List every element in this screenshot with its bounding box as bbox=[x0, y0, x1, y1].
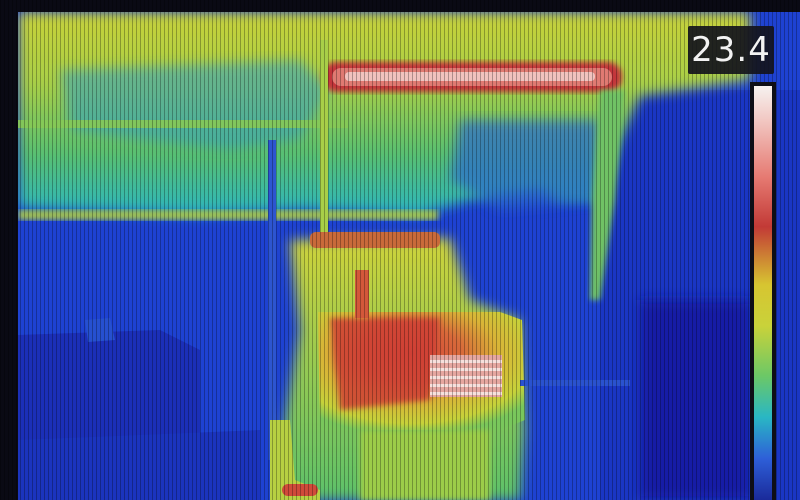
temperature-readout: 23.4 bbox=[688, 26, 774, 74]
ceiling-blue-patch bbox=[450, 120, 600, 210]
heater-base bbox=[360, 430, 490, 500]
pipe-1 bbox=[18, 120, 348, 128]
heater-top-pipe bbox=[310, 232, 440, 248]
warm-stripe bbox=[590, 90, 625, 300]
heater-hot-core bbox=[330, 318, 440, 410]
pipe-2 bbox=[18, 210, 438, 220]
hot-pipe-core bbox=[345, 72, 595, 81]
grille-lines bbox=[430, 360, 502, 395]
vertical-pipe bbox=[268, 140, 276, 460]
left-cabinet bbox=[18, 330, 200, 460]
dark-corner bbox=[640, 300, 750, 500]
left-border bbox=[0, 0, 18, 500]
top-border bbox=[0, 0, 800, 12]
wall-edge bbox=[520, 380, 630, 386]
hose bbox=[270, 420, 320, 500]
color-scale-gradient bbox=[754, 86, 772, 500]
left-knob bbox=[85, 318, 115, 342]
color-scale-bar bbox=[750, 82, 776, 500]
floor-left bbox=[18, 430, 260, 500]
heater-vertical-pipe bbox=[355, 270, 369, 318]
hose-end bbox=[282, 484, 318, 496]
vertical-pipe-warm bbox=[320, 40, 328, 240]
